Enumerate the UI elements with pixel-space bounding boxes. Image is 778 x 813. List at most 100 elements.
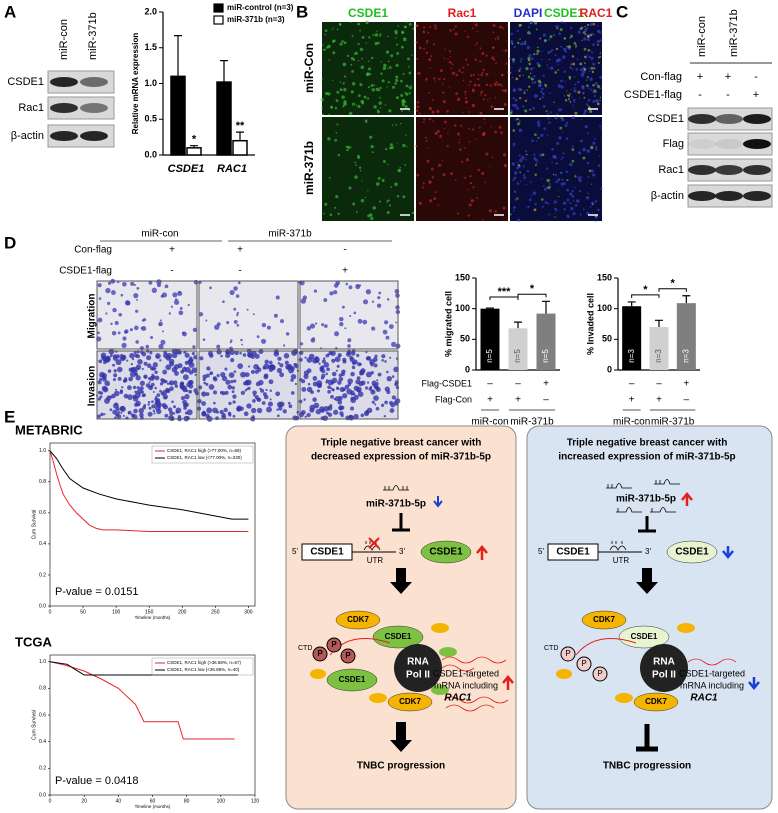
texture <box>533 52 536 56</box>
texture <box>334 106 338 110</box>
texture <box>134 325 139 331</box>
texture <box>572 62 576 66</box>
texture <box>361 180 363 182</box>
band <box>743 114 771 124</box>
texture <box>350 146 353 148</box>
texture <box>586 38 590 42</box>
texture <box>394 182 398 187</box>
texture <box>579 62 583 66</box>
texture <box>359 170 362 172</box>
texture <box>173 405 177 409</box>
texture <box>558 32 561 36</box>
texture <box>379 107 382 109</box>
row-label: CSDE1 <box>7 76 44 88</box>
plot-frame <box>49 442 256 607</box>
texture <box>564 80 566 82</box>
texture <box>588 169 592 172</box>
texture <box>357 104 361 109</box>
blob <box>310 669 326 679</box>
texture <box>205 413 210 419</box>
texture <box>562 152 565 155</box>
texture <box>326 367 330 372</box>
y-tick-label: 1.0 <box>144 78 157 88</box>
texture <box>347 145 351 150</box>
legend-swatch <box>213 3 224 13</box>
texture <box>471 128 475 131</box>
texture <box>383 414 386 418</box>
texture <box>542 184 545 187</box>
texture <box>129 352 135 359</box>
texture <box>324 33 327 36</box>
texture <box>360 65 365 70</box>
texture <box>151 404 156 409</box>
texture <box>180 396 185 401</box>
texture <box>484 93 487 97</box>
texture <box>310 337 316 343</box>
texture <box>404 100 407 103</box>
cdk7 <box>581 610 627 630</box>
texture <box>562 131 564 133</box>
texture <box>501 85 504 88</box>
texture <box>331 40 335 43</box>
utr: UTR <box>613 556 630 565</box>
texture <box>184 352 190 358</box>
texture <box>206 366 211 371</box>
texture <box>577 80 580 83</box>
texture <box>549 111 552 114</box>
texture <box>379 34 382 37</box>
error-bar <box>236 131 244 141</box>
texture <box>229 341 232 344</box>
texture <box>516 41 520 45</box>
texture <box>516 182 520 185</box>
texture <box>395 75 399 79</box>
texture <box>178 310 184 316</box>
texture <box>160 294 164 298</box>
texture <box>233 370 237 373</box>
texture <box>97 414 101 419</box>
texture <box>541 178 543 180</box>
texture <box>256 335 260 339</box>
texture <box>513 171 518 175</box>
texture <box>389 143 393 147</box>
texture <box>523 176 527 180</box>
texture <box>342 305 345 309</box>
x-tick-label: 0 <box>49 798 52 804</box>
texture <box>364 386 369 390</box>
texture <box>418 112 421 115</box>
texture <box>518 74 521 77</box>
column-header: RAC1 <box>580 6 613 20</box>
texture <box>448 60 452 64</box>
texture <box>395 37 397 39</box>
texture <box>321 323 325 327</box>
texture <box>443 120 447 124</box>
group-header: miR-con <box>141 229 178 240</box>
outcome: TNBC progression <box>603 761 691 772</box>
texture <box>553 200 557 204</box>
y-tick-label: 0.8 <box>39 479 46 485</box>
texture <box>256 366 260 369</box>
texture <box>564 50 568 53</box>
texture <box>583 37 587 41</box>
texture <box>567 45 572 49</box>
texture <box>536 52 539 56</box>
texture <box>355 283 361 290</box>
y-tick-label: 100 <box>597 303 612 313</box>
texture <box>143 374 148 379</box>
panel-label: C <box>616 2 628 21</box>
texture <box>600 187 603 190</box>
y-tick-label: 0.6 <box>39 712 46 718</box>
texture <box>396 43 399 46</box>
texture <box>193 355 198 360</box>
bracket <box>489 296 519 301</box>
texture <box>379 96 381 99</box>
condition-mark: + <box>656 395 662 406</box>
target: RAC1 <box>444 693 472 704</box>
y-tick-label: 0.6 <box>39 510 46 516</box>
pol-ii-label: Pol II <box>406 670 430 681</box>
y-tick-label: 0.0 <box>39 792 46 798</box>
texture <box>402 72 405 75</box>
legend-label: miR-371b (n=3) <box>227 15 285 24</box>
texture <box>556 27 559 30</box>
pol-ii-label: RNA <box>407 657 429 668</box>
texture <box>134 372 138 376</box>
